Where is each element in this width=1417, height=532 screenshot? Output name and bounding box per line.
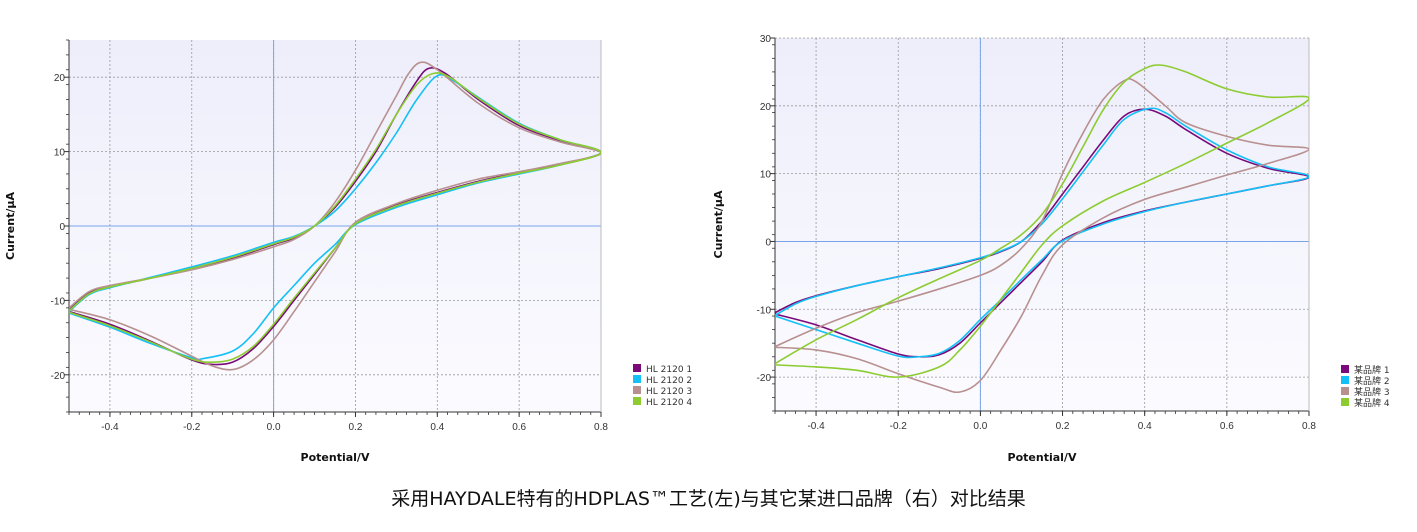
- legend-label-3: 某品牌 3: [1354, 386, 1390, 398]
- x-tick-label: 0.4: [1138, 421, 1152, 432]
- x-tick-label: 0.6: [1220, 421, 1234, 432]
- x-tick-label: 0.0: [973, 421, 987, 432]
- legend-swatch-3: [1341, 387, 1349, 395]
- series-line-3: [775, 77, 1309, 394]
- figure-caption: 采用HAYDALE特有的HDPLAS™工艺(左)与其它某进口品牌（右）对比结果: [391, 488, 1026, 510]
- series-line-4: [69, 72, 601, 363]
- x-tick-label: 0.4: [430, 422, 444, 433]
- cv-charts: -0.4 -0.2 0.0 0.2 0.4 0.6 0.8 -20 -10 0 10 20 Potent…: [4, 34, 1390, 464]
- legend-swatch-4: [1341, 398, 1349, 406]
- legend-swatch-3: [633, 386, 641, 394]
- x-axis-label: Potential/V: [301, 451, 370, 464]
- x-tick-label: -0.2: [890, 421, 908, 432]
- y-tick-label: 0: [59, 222, 65, 233]
- x-tick-label: 0.2: [349, 422, 363, 433]
- y-tick-label: -20: [757, 373, 772, 384]
- series-line-3: [69, 61, 601, 371]
- y-tick-label: 20: [760, 102, 772, 113]
- legend-label-4: 某品牌 4: [1354, 397, 1390, 409]
- chart-2: -0.4 -0.2 0.0 0.2 0.4 0.6 0.8 -20 -10 0 10 20 30 Pote…: [712, 34, 1390, 464]
- legend-label-2: 某品牌 2: [1354, 375, 1390, 387]
- y-axis-label: Current/μA: [4, 192, 17, 260]
- series-line-4: [775, 64, 1309, 378]
- y-tick-label: 0: [765, 237, 771, 248]
- y-tick-label: 20: [54, 73, 66, 84]
- y-tick-label: 10: [54, 148, 66, 159]
- x-tick-label: 0.8: [1302, 421, 1316, 432]
- x-tick-label: 0.8: [594, 422, 608, 433]
- x-tick-label: 0.6: [512, 422, 526, 433]
- legend-swatch-1: [633, 364, 641, 372]
- legend-label-1: 某品牌 1: [1354, 364, 1390, 376]
- x-tick-label: -0.4: [807, 421, 825, 432]
- legend-swatch-2: [633, 375, 641, 383]
- y-tick-label: 10: [760, 170, 772, 181]
- x-axis-label: Potential/V: [1008, 451, 1077, 464]
- y-tick-label: -10: [51, 296, 66, 307]
- x-tick-label: -0.2: [183, 422, 201, 433]
- legend-label-2: HL 2120 2: [646, 376, 692, 386]
- y-tick-label: 30: [760, 34, 772, 45]
- x-tick-label: 0.2: [1056, 421, 1070, 432]
- x-tick-label: 0.0: [267, 422, 281, 433]
- legend-label-4: HL 2120 4: [646, 398, 692, 408]
- legend-swatch-1: [1341, 365, 1349, 373]
- legend-swatch-4: [633, 397, 641, 405]
- legend-label-3: HL 2120 3: [646, 387, 692, 397]
- legend-label-1: HL 2120 1: [646, 365, 692, 375]
- x-tick-label: -0.4: [101, 422, 119, 433]
- legend-swatch-2: [1341, 376, 1349, 384]
- y-axis-label: Current/μA: [712, 190, 725, 258]
- y-tick-label: -10: [757, 305, 772, 316]
- y-tick-label: -20: [51, 371, 66, 382]
- series-line-2: [775, 107, 1309, 359]
- chart-1: -0.4 -0.2 0.0 0.2 0.4 0.6 0.8 -20 -10 0 10 20 Potent…: [4, 39, 692, 464]
